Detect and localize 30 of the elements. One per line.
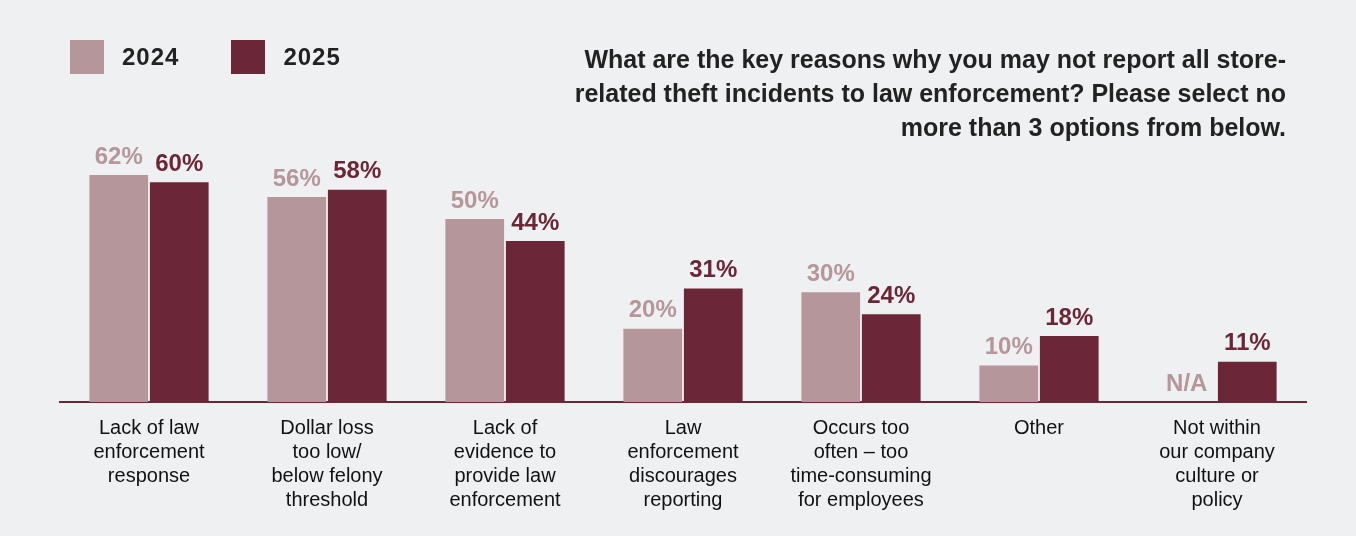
x-tick-label: Law enforcement discourages reporting bbox=[627, 415, 740, 510]
data-label: 20% bbox=[628, 295, 677, 323]
data-label: 56% bbox=[272, 163, 321, 191]
data-label: 60% bbox=[155, 148, 204, 176]
x-tick-label: Lack of evidence to provide law enforcement bbox=[449, 415, 562, 510]
data-label: 24% bbox=[867, 280, 916, 308]
data-label: 50% bbox=[450, 185, 499, 213]
data-label: 10% bbox=[984, 332, 1033, 360]
text: N/A bbox=[1166, 368, 1208, 396]
data-label: 58% bbox=[333, 156, 382, 184]
x-tick-label: Occurs too often – too time-consuming for employees bbox=[790, 415, 932, 510]
data-label: 30% bbox=[806, 258, 855, 286]
bar bbox=[445, 218, 505, 402]
bar bbox=[89, 175, 149, 402]
data-label: 31% bbox=[689, 255, 738, 283]
x-tick-label: Not within our company culture or policy bbox=[1159, 415, 1275, 510]
bar bbox=[801, 292, 861, 402]
chart-title: What are the key reasons why you may not report all store-related theft incidents to law enforcement? Please select no more than 3 options from below. bbox=[573, 44, 1286, 143]
x-tick-label: Lack of law enforcement response bbox=[93, 415, 206, 486]
data-label: 62% bbox=[94, 141, 143, 169]
x-tick-label: Dollar loss too low/ below felony threshold bbox=[271, 415, 383, 510]
data-label: 11% bbox=[1223, 328, 1271, 356]
bar bbox=[267, 196, 327, 402]
bar bbox=[979, 365, 1039, 402]
x-tick-label: Other bbox=[1013, 415, 1065, 438]
data-label: 18% bbox=[1045, 302, 1094, 330]
bar bbox=[623, 328, 683, 402]
legend-label: 2025 bbox=[283, 43, 341, 71]
data-label: 44% bbox=[511, 207, 560, 235]
legend-label: 2024 bbox=[122, 43, 180, 71]
